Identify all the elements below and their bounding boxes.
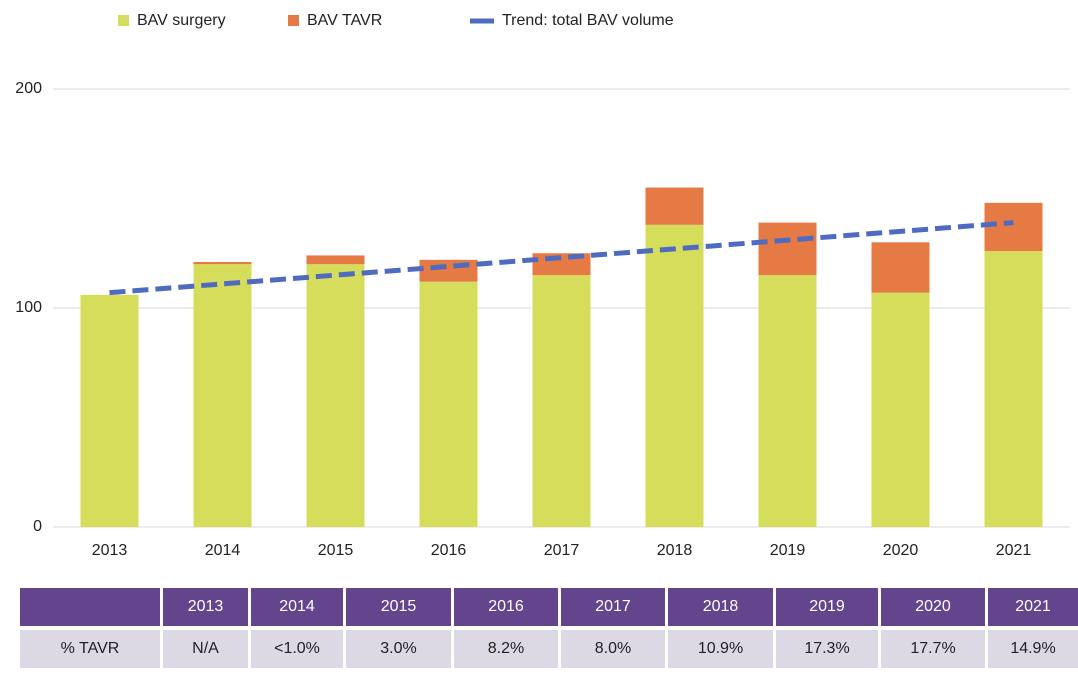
legend-label: BAV surgery: [137, 12, 226, 29]
bar: [645, 224, 704, 527]
table-cell: 17.3%: [776, 630, 878, 668]
x-tick-label: 2020: [883, 542, 919, 559]
table-cell: 2018: [668, 588, 773, 626]
bar: [758, 222, 817, 276]
bar: [871, 242, 930, 293]
table-cell: <1.0%: [251, 630, 343, 668]
legend-swatch: [118, 15, 129, 26]
bar: [871, 292, 930, 527]
table-cell: 2016: [454, 588, 558, 626]
y-tick-label: 0: [33, 518, 42, 535]
y-tick-label: 100: [15, 299, 42, 316]
x-tick-label: 2015: [318, 542, 354, 559]
table-cell: 2021: [988, 588, 1078, 626]
x-tick-label: 2018: [657, 542, 693, 559]
table-cell: 2015: [346, 588, 451, 626]
trend-line: [109, 220, 1014, 296]
table-cell: 2019: [776, 588, 878, 626]
chart: 0 100 200 2013 2014 2015 2016 2017 2018 2019 2020 2…: [15, 12, 1070, 559]
table-cell: 8.2%: [454, 630, 558, 668]
x-tick-label: 2019: [770, 542, 806, 559]
bar: [193, 262, 252, 265]
bar: [645, 187, 704, 225]
table-cell: 2020: [881, 588, 985, 626]
legend-swatch: [288, 15, 299, 26]
bar: [532, 275, 591, 527]
bar: [984, 202, 1043, 252]
table-cell: 2013: [163, 588, 248, 626]
table-cell: [20, 588, 160, 626]
table-cell: 14.9%: [988, 630, 1078, 668]
bar: [984, 251, 1043, 527]
x-tick-label: 2017: [544, 542, 580, 559]
bar: [80, 294, 139, 527]
bar: [758, 275, 817, 527]
bar: [419, 281, 478, 527]
bar: [306, 264, 365, 527]
bar: [193, 264, 252, 527]
legend-label: Trend: total BAV volume: [502, 12, 674, 29]
table-cell: 8.0%: [561, 630, 665, 668]
x-tick-label: 2013: [92, 542, 128, 559]
table-cell: 10.9%: [668, 630, 773, 668]
table-cell: N/A: [163, 630, 248, 668]
table-cell: 2017: [561, 588, 665, 626]
x-tick-label: 2014: [205, 542, 241, 559]
bar: [306, 255, 365, 265]
x-tick-label: 2016: [431, 542, 467, 559]
table-cell: % TAVR: [20, 630, 160, 668]
table-cell: 3.0%: [346, 630, 451, 668]
x-tick-label: 2021: [996, 542, 1032, 559]
table: 2013 2014 2015 2016 2017 2018 2019 2020 2021 % TA…: [20, 588, 1078, 668]
y-tick-label: 200: [15, 80, 42, 97]
legend-label: BAV TAVR: [307, 12, 382, 29]
table-cell: 17.7%: [881, 630, 985, 668]
table-cell: 2014: [251, 588, 343, 626]
